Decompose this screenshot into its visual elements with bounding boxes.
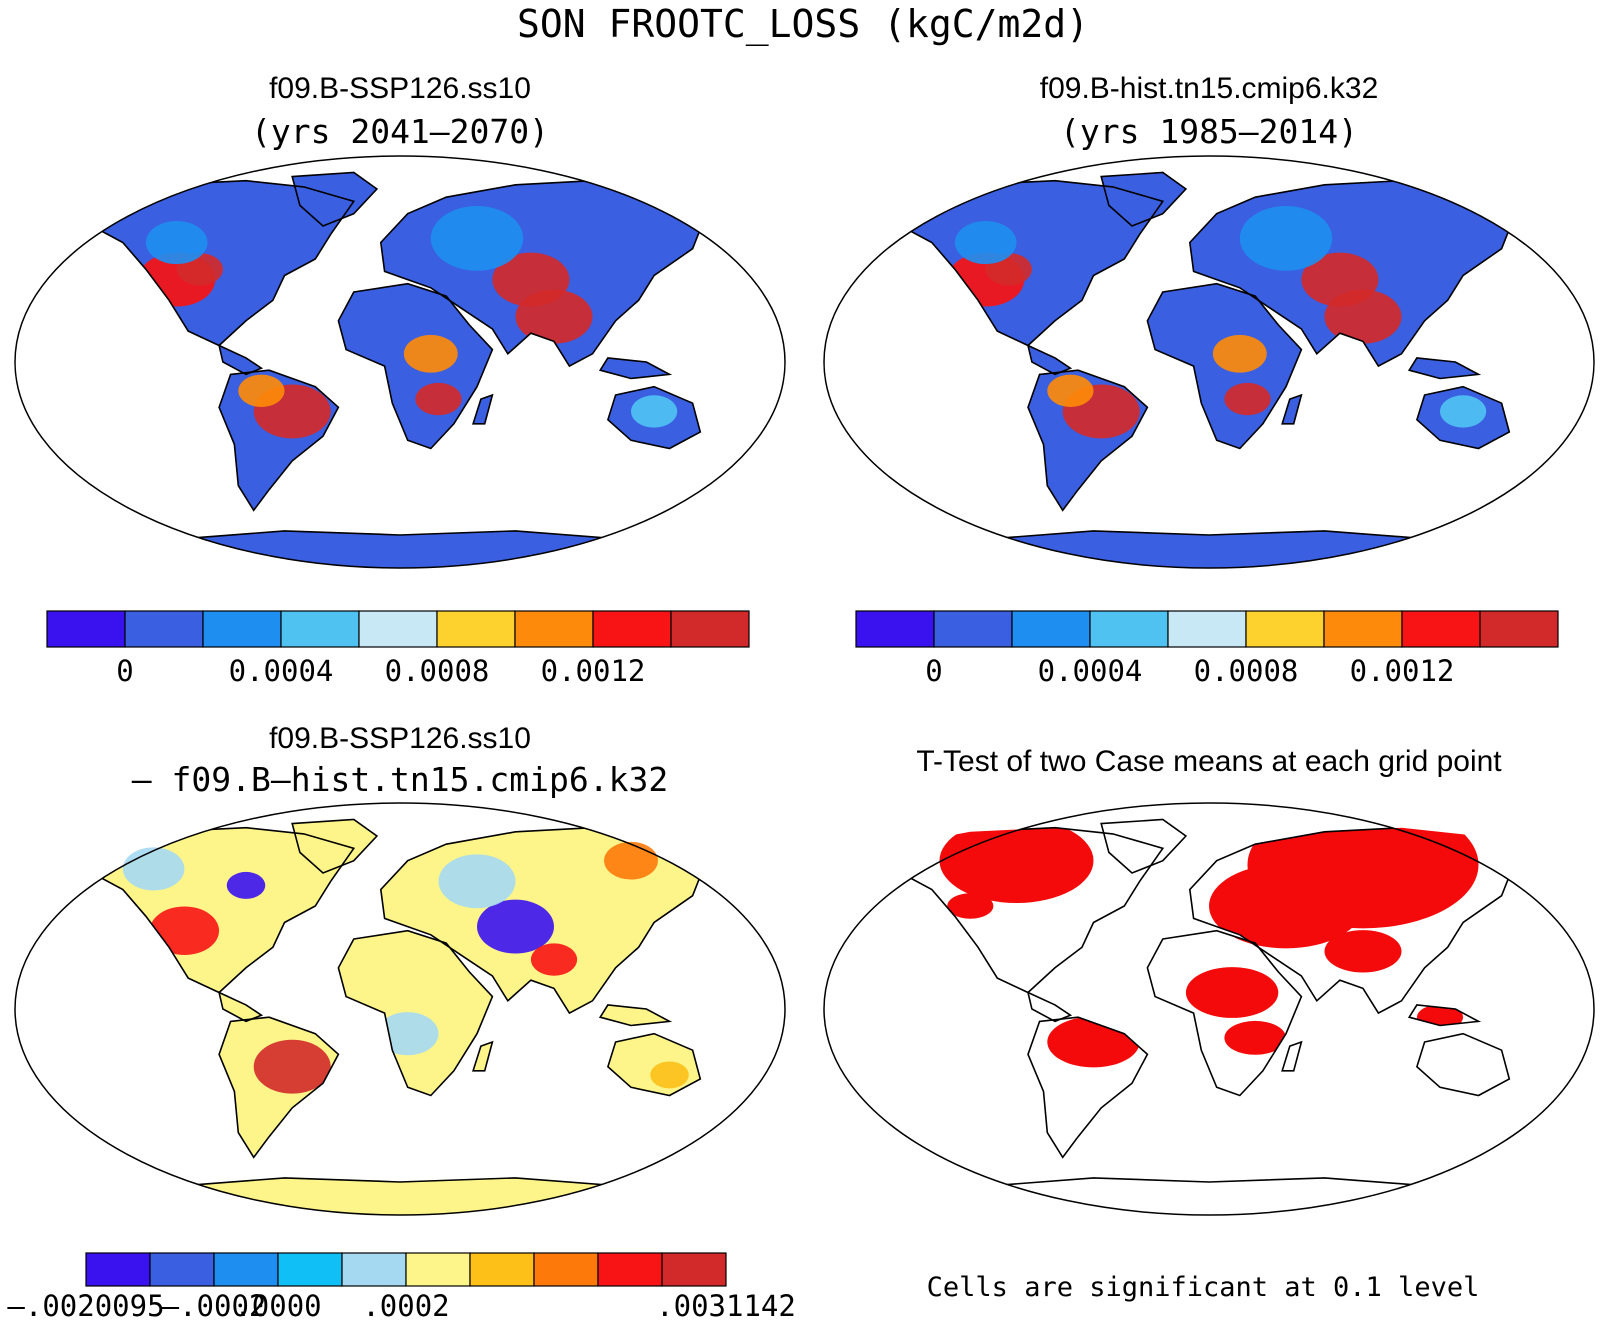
colorbar-panel-1-swatch [202,610,282,648]
map-panels [14,155,1595,1216]
map-border [823,155,1595,569]
field-shading [939,819,1479,1068]
land-australia [1416,1033,1510,1096]
map-border [823,802,1595,1216]
land-madagascar [1282,1042,1302,1071]
colorbar-panel-1-swatch [670,610,750,648]
panel-2-title: f09.B-hist.tn15.cmip6.k32 [1039,72,1379,105]
colorbar-difference-swatch [213,1252,279,1287]
colorbar-difference-swatch [85,1252,151,1287]
colorbar-panel-1-swatch [358,610,438,648]
land-central-america [1028,992,1071,1022]
land-maritime [1409,357,1479,379]
coastlines [71,818,710,1215]
colorbar-panel-2-swatch [855,610,935,648]
land-antarctica [169,530,631,568]
field-shading [138,206,678,439]
colorbar-panel-1: 0 0.0004 0.0008 0.0012 [46,610,750,688]
colorbar-difference-tick-label: –.0002 [162,1289,267,1323]
coastlines [71,171,710,568]
panel-4-title: T-Test of two Case means at each grid po… [916,745,1502,778]
colorbar-panel-2-swatch [1011,610,1091,648]
colorbar-panel-2-tick-label: 0.0008 [1194,654,1299,688]
coastlines [880,171,1519,568]
land-antarctica [978,530,1440,568]
land-greenland [292,819,377,873]
panel-1-subtitle: (yrs 2041–2070) [250,112,550,151]
colorbars: 0 0.0004 0.0008 0.0012 0 0.0004 0.0008 0.0012 –.… [7,610,1559,1323]
colorbar-panel-2-swatch [1323,610,1403,648]
colorbar-panel-1-swatch [592,610,672,648]
colorbar-difference-tick-label: .0000 [234,1289,321,1323]
significance-note: Cells are significant at 0.1 level [926,1272,1480,1303]
colorbar-panel-2-tick-label: 0 [925,654,942,688]
land-madagascar [473,1042,493,1071]
colorbar-panel-1-tick-label: 0 [116,654,133,688]
land-greenland [1101,172,1186,226]
panel-1-title: f09.B-SSP126.ss10 [269,72,531,105]
colorbar-panel-1-tick-label: 0.0012 [541,654,646,688]
colorbar-panel-2-swatch [1167,610,1247,648]
colorbar-difference-swatch [597,1252,663,1287]
colorbar-panel-2: 0 0.0004 0.0008 0.0012 [855,610,1559,688]
map-panel-3 [14,802,786,1216]
land-central-america [1028,345,1071,375]
land-central-america [219,345,262,375]
map-panel-2 [823,155,1595,569]
colorbar-panel-1-tick-label: 0.0008 [385,654,490,688]
land-central-america [219,992,262,1022]
map-panel-4 [823,802,1595,1216]
land-greenland [1101,819,1186,873]
colorbar-difference-swatch [533,1252,599,1287]
colorbar-panel-1-swatch [514,610,594,648]
colorbar-difference-swatch [405,1252,471,1287]
land-antarctica [169,1177,631,1215]
colorbar-difference-tick-label: –.0020095 [7,1289,164,1323]
colorbar-panel-2-swatch [933,610,1013,648]
colorbar-panel-1-swatch [46,610,126,648]
colorbar-difference-tick-label: .0002 [362,1289,449,1323]
colorbar-panel-1-swatch [436,610,516,648]
colorbar-panel-2-swatch [1401,610,1481,648]
field-shading [122,841,689,1094]
map-panel-1 [14,155,786,569]
colorbar-panel-1-tick-label: 0.0004 [229,654,334,688]
colorbar-difference-swatch [469,1252,535,1287]
colorbar-panel-2-swatch [1089,610,1169,648]
coastlines [880,818,1519,1215]
land-madagascar [1282,395,1302,424]
panel-3-title: f09.B-SSP126.ss10 [269,722,531,755]
land-madagascar [473,395,493,424]
colorbar-panel-2-swatch [1245,610,1325,648]
map-border [14,155,786,569]
land-maritime [600,1004,670,1026]
field-shading [947,206,1487,439]
colorbar-difference-swatch [661,1252,727,1287]
colorbar-difference: –.0020095–.0002.0000 .0002 .0031142 [7,1252,796,1323]
colorbar-panel-2-swatch [1479,610,1559,648]
land-antarctica [978,1177,1440,1215]
colorbar-panel-2-tick-label: 0.0004 [1038,654,1143,688]
land-maritime [600,357,670,379]
colorbar-difference-swatch [341,1252,407,1287]
colorbar-panel-1-swatch [280,610,360,648]
map-border [14,802,786,1216]
panel-3-subtitle: – f09.B–hist.tn15.cmip6.k32 [131,760,669,799]
land-greenland [292,172,377,226]
figure-title: SON FROOTC_LOSS (kgC/m2d) [517,2,1089,46]
colorbar-panel-1-swatch [124,610,204,648]
colorbar-panel-2-tick-label: 0.0012 [1350,654,1455,688]
colorbar-difference-swatch [149,1252,215,1287]
colorbar-difference-tick-label: .0031142 [656,1289,796,1323]
colorbar-difference-swatch [277,1252,343,1287]
panel-2-subtitle: (yrs 1985–2014) [1059,112,1359,151]
